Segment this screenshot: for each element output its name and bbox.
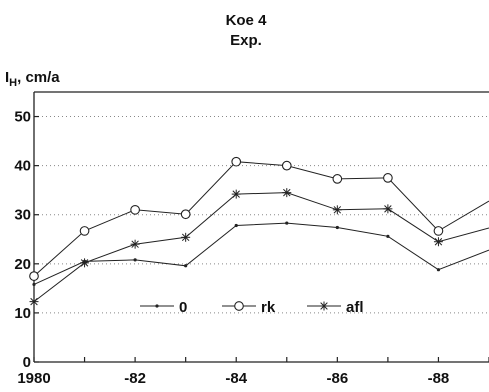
point-rk-1984 <box>232 157 241 166</box>
point-afl-1988 <box>434 237 443 246</box>
chart-subtitle: Exp. <box>230 32 262 49</box>
point-0-1986 <box>336 226 339 229</box>
legend-label-afl: afl <box>346 299 364 316</box>
legend-label-rk: rk <box>261 299 276 316</box>
point-rk-1983 <box>181 210 190 219</box>
series-line-0 <box>34 223 489 284</box>
y-tick-label-20: 20 <box>14 256 31 273</box>
x-tick-label-1986: -86 <box>326 370 348 387</box>
point-afl-1981 <box>80 258 89 267</box>
y-tick-label-50: 50 <box>14 109 31 126</box>
x-tick-label-1980: 1980 <box>17 370 50 387</box>
y-tick-label-10: 10 <box>14 305 31 322</box>
point-0-1987 <box>386 235 389 238</box>
point-rk-1987 <box>384 174 393 183</box>
point-rk-1986 <box>333 175 342 184</box>
legend: 0 rk afl <box>140 299 364 316</box>
point-afl-1984 <box>232 190 241 199</box>
point-0-1984 <box>235 224 238 227</box>
x-tick-label-1982: -82 <box>124 370 146 387</box>
y-axis-label-subscript: H <box>9 77 17 89</box>
point-0-1988 <box>437 268 440 271</box>
point-0-1983 <box>184 264 187 267</box>
x-tick-label-1988: -88 <box>428 370 450 387</box>
legend-marker-rk <box>235 302 244 311</box>
point-0-1985 <box>285 221 288 224</box>
y-tick-label-30: 30 <box>14 207 31 224</box>
point-rk-1980 <box>30 272 39 281</box>
legend-label-0: 0 <box>179 299 187 316</box>
point-rk-1981 <box>80 227 89 236</box>
point-rk-1982 <box>131 206 140 215</box>
y-axis-label-unit: , cm/a <box>17 69 60 86</box>
x-tick-label-1984: -84 <box>225 370 247 387</box>
legend-marker-afl <box>320 302 329 311</box>
series-line-rk <box>34 162 489 276</box>
point-0-1980 <box>32 283 35 286</box>
point-afl-1986 <box>333 205 342 214</box>
point-rk-1988 <box>434 227 443 236</box>
axis-layer: 0 10 20 30 40 50 1980 -82 -84 -86 -88 <box>14 92 489 387</box>
chart-title: Koe 4 <box>226 12 268 29</box>
point-rk-1985 <box>282 161 291 170</box>
point-afl-1985 <box>282 188 291 197</box>
point-afl-1983 <box>181 233 190 242</box>
grid-layer <box>34 117 489 313</box>
y-axis-label: IH, cm/a <box>5 69 60 89</box>
y-tick-label-0: 0 <box>23 354 31 371</box>
series-line-afl <box>34 193 489 302</box>
point-afl-1982 <box>131 240 140 249</box>
series-layer <box>30 157 489 306</box>
point-afl-1987 <box>383 204 392 213</box>
point-0-1982 <box>134 258 137 261</box>
point-afl-1980 <box>30 297 39 306</box>
y-tick-label-40: 40 <box>14 158 31 175</box>
legend-marker-0 <box>155 304 158 307</box>
